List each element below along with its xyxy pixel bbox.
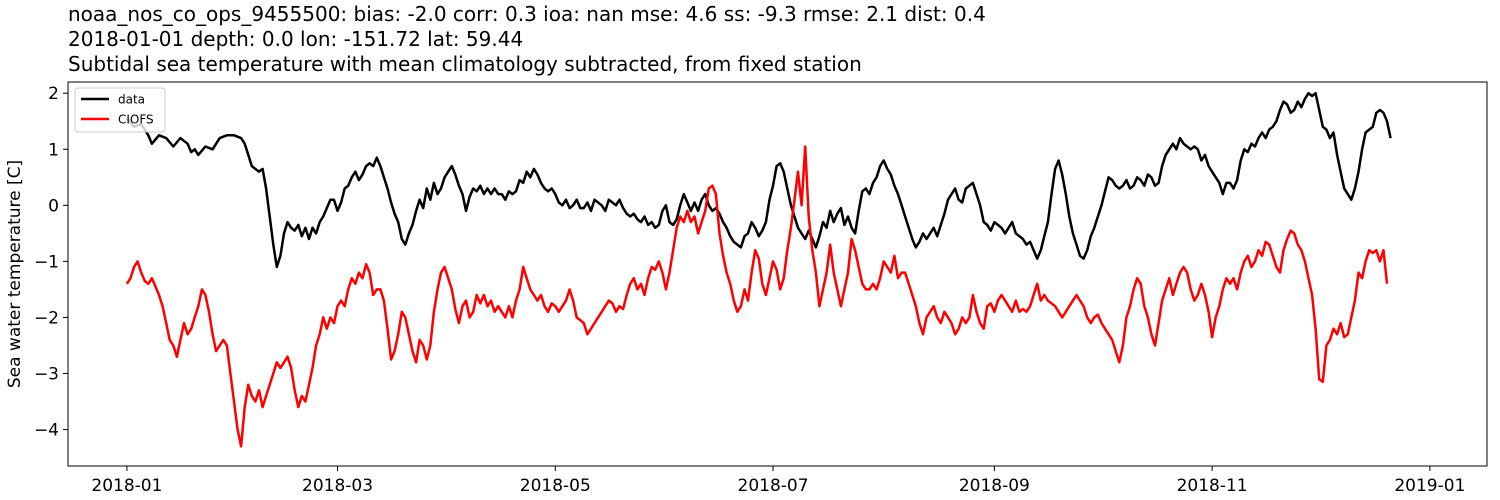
x-tick-label: 2018-11 <box>1177 476 1248 496</box>
x-tick-label: 2018-05 <box>520 476 591 496</box>
legend-label-ciofs: CIOFS <box>118 113 154 127</box>
y-tick-label: −3 <box>34 365 59 385</box>
x-tick-label: 2018-03 <box>302 476 373 496</box>
x-tick-label: 2018-01 <box>91 476 162 496</box>
y-tick-label: −2 <box>34 308 59 328</box>
y-tick-label: −1 <box>34 252 59 272</box>
series-line-ciofs <box>125 145 1389 448</box>
x-tick-label: 2018-07 <box>738 476 809 496</box>
chart-title-location: 2018-01-01 depth: 0.0 lon: -151.72 lat: … <box>68 27 524 51</box>
chart-title-stats: noaa_nos_co_ops_9455500: bias: -2.0 corr… <box>68 2 986 26</box>
chart-title-block: noaa_nos_co_ops_9455500: bias: -2.0 corr… <box>68 2 986 77</box>
x-axis: 2018-01 2018-03 2018-05 2018-07 2018-09 2018-… <box>91 466 1465 496</box>
y-axis: −4 −3 −2 −1 0 1 2 <box>34 84 68 441</box>
y-tick-label: 0 <box>48 196 59 216</box>
plot-frame <box>67 81 1488 467</box>
legend: data CIOFS <box>74 87 166 133</box>
legend-label-data: data <box>118 93 145 107</box>
y-tick-label: −4 <box>34 421 59 441</box>
y-axis-label: Sea water temperature [C] <box>5 160 25 388</box>
y-tick-label: 2 <box>48 84 59 104</box>
y-tick-label: 1 <box>48 140 59 160</box>
plot-lines <box>125 91 1392 448</box>
x-tick-label: 2018-09 <box>959 476 1030 496</box>
series-line-data <box>125 91 1392 269</box>
x-tick-label: 2019-01 <box>1394 476 1465 496</box>
chart-title-description: Subtidal sea temperature with mean clima… <box>68 52 862 76</box>
